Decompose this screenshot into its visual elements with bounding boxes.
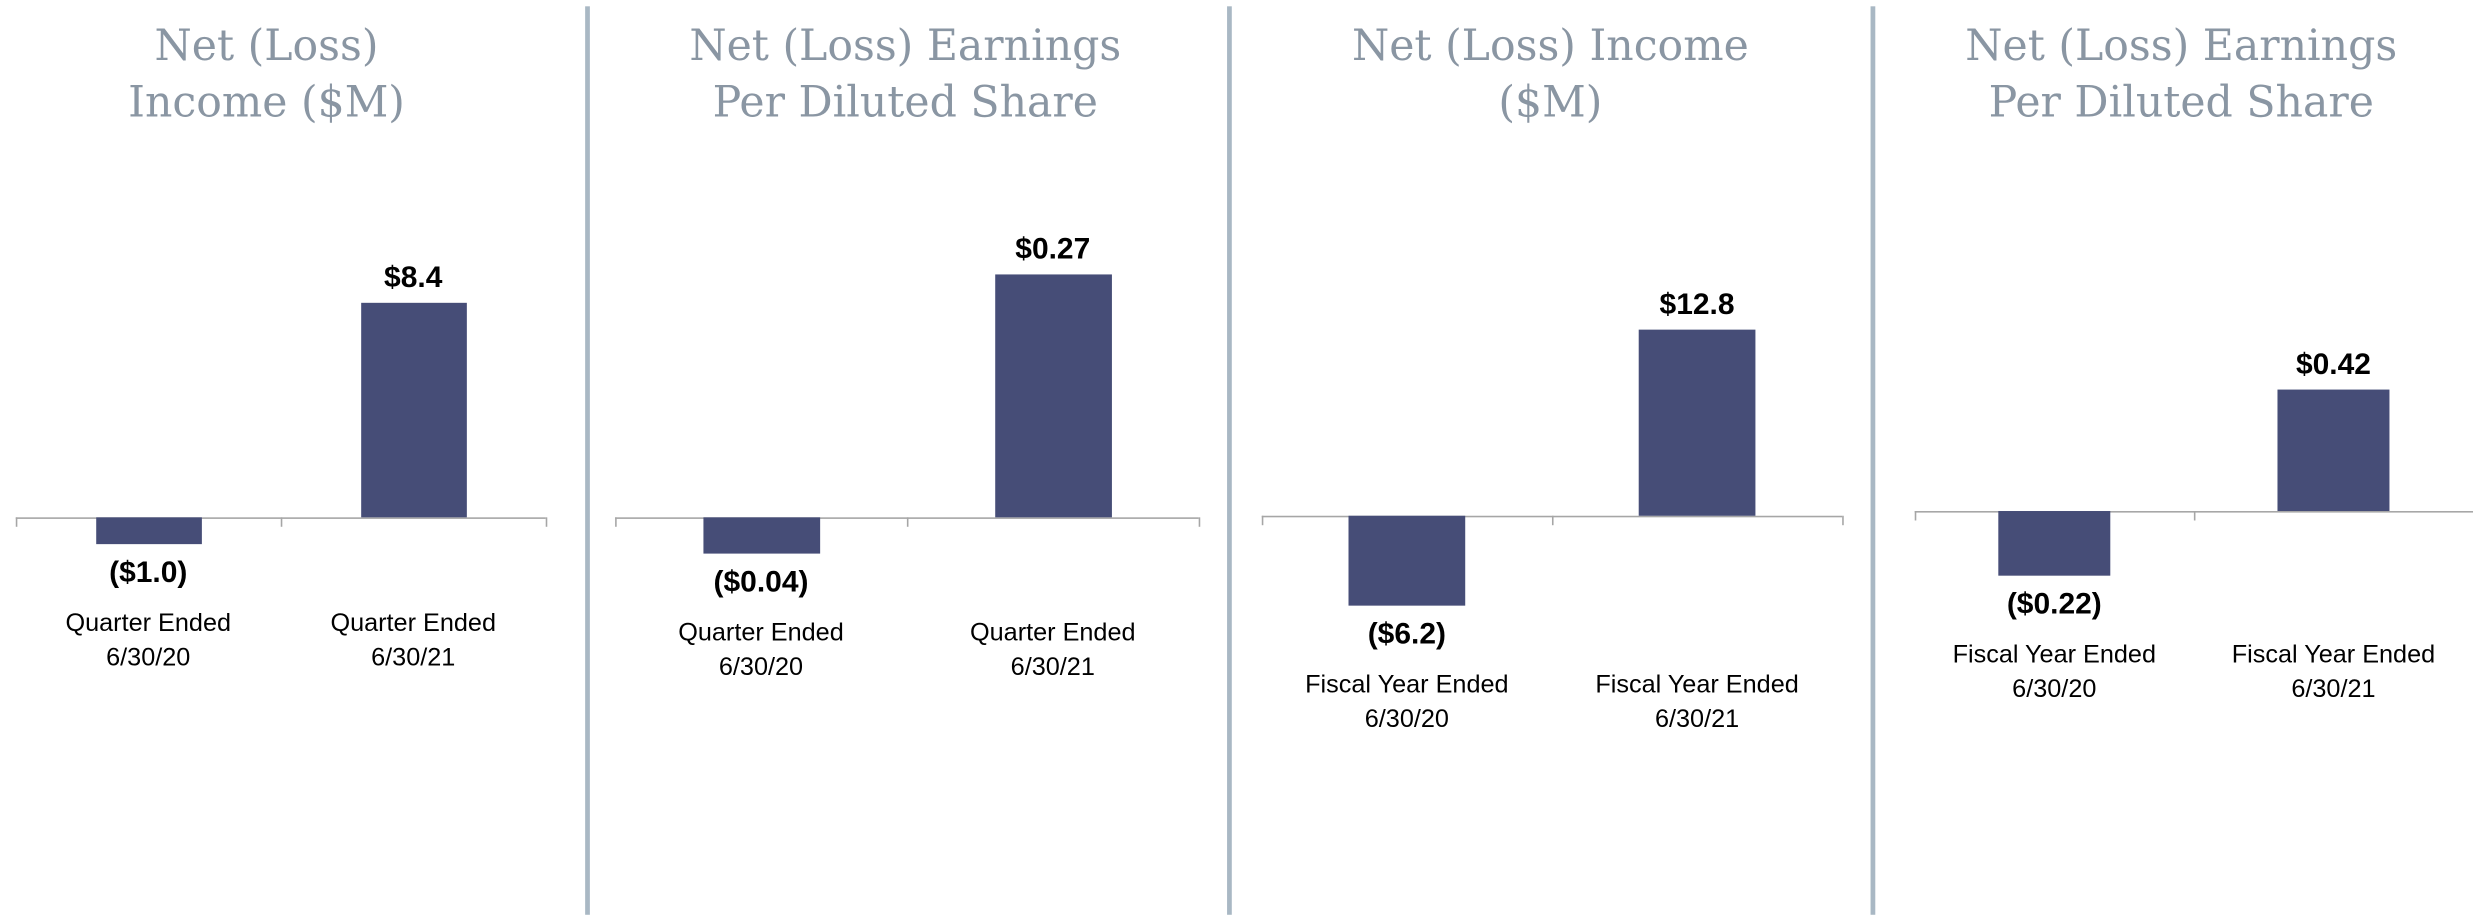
axis-tick bbox=[615, 517, 617, 527]
x-tick-label: Quarter Ended 6/30/21 bbox=[330, 609, 496, 672]
bar bbox=[1348, 516, 1466, 607]
value-label: ($0.22) bbox=[2006, 588, 2102, 622]
bar bbox=[1638, 330, 1756, 517]
bar bbox=[360, 303, 467, 518]
chart-title: Net (Loss) Income ($M) bbox=[1351, 22, 1749, 128]
x-tick-label: Fiscal Year Ended 6/30/21 bbox=[1595, 672, 1799, 734]
axis-tick bbox=[1551, 516, 1554, 526]
x-axis bbox=[1914, 511, 2473, 514]
axis-tick bbox=[1261, 516, 1264, 526]
axis-tick bbox=[280, 517, 283, 528]
bar bbox=[1998, 511, 2111, 576]
x-tick-label: Fiscal Year Ended 6/30/20 bbox=[1952, 641, 2157, 704]
separator bbox=[585, 6, 590, 915]
axis-tick bbox=[1198, 517, 1201, 527]
chart-title: Net (Loss) Income ($M) bbox=[128, 22, 405, 128]
x-tick-label: Quarter Ended 6/30/21 bbox=[970, 619, 1136, 682]
chart-title: Net (Loss) Earnings Per Diluted Share bbox=[689, 22, 1122, 128]
value-label: $12.8 bbox=[1659, 289, 1735, 323]
value-label: ($1.0) bbox=[109, 556, 188, 590]
axis-tick bbox=[545, 517, 548, 528]
separator bbox=[1227, 6, 1232, 915]
chart-title: Net (Loss) Earnings Per Diluted Share bbox=[1965, 22, 2398, 128]
x-tick-label: Quarter Ended 6/30/20 bbox=[65, 609, 232, 672]
value-label: ($6.2) bbox=[1367, 618, 1446, 652]
axis-tick bbox=[906, 517, 909, 527]
value-label: ($0.04) bbox=[713, 565, 809, 600]
value-label: $0.27 bbox=[1015, 233, 1091, 267]
bar bbox=[2277, 389, 2390, 512]
value-label: $8.4 bbox=[384, 262, 443, 296]
axis-tick bbox=[1842, 516, 1844, 526]
axis-tick bbox=[2193, 511, 2196, 522]
x-tick-label: Quarter Ended 6/30/20 bbox=[678, 619, 844, 682]
x-tick-label: Fiscal Year Ended 6/30/20 bbox=[1305, 672, 1509, 734]
bar bbox=[994, 274, 1112, 518]
axis-tick bbox=[15, 517, 18, 528]
bar bbox=[702, 517, 820, 554]
separator bbox=[1870, 6, 1876, 915]
value-label: $0.42 bbox=[2295, 348, 2371, 382]
x-tick-label: Fiscal Year Ended 6/30/21 bbox=[2231, 641, 2436, 704]
bar bbox=[95, 517, 202, 544]
axis-tick bbox=[1914, 511, 1917, 522]
